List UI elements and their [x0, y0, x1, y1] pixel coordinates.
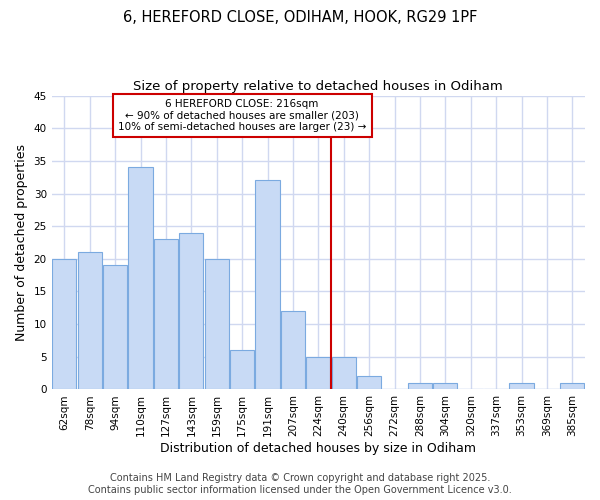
Bar [256, 180, 280, 390]
Bar [103, 266, 127, 390]
Bar [154, 239, 178, 390]
Bar [230, 350, 254, 390]
Text: Contains HM Land Registry data © Crown copyright and database right 2025.
Contai: Contains HM Land Registry data © Crown c… [88, 474, 512, 495]
Bar [179, 232, 203, 390]
Bar [306, 357, 331, 390]
X-axis label: Distribution of detached houses by size in Odiham: Distribution of detached houses by size … [160, 442, 476, 455]
Bar [433, 383, 457, 390]
Bar [77, 252, 102, 390]
Bar [205, 259, 229, 390]
Bar [332, 357, 356, 390]
Text: 6 HEREFORD CLOSE: 216sqm
← 90% of detached houses are smaller (203)
10% of semi-: 6 HEREFORD CLOSE: 216sqm ← 90% of detach… [118, 99, 367, 132]
Bar [52, 259, 76, 390]
Bar [357, 376, 381, 390]
Bar [509, 383, 533, 390]
Text: 6, HEREFORD CLOSE, ODIHAM, HOOK, RG29 1PF: 6, HEREFORD CLOSE, ODIHAM, HOOK, RG29 1P… [123, 10, 477, 25]
Bar [408, 383, 432, 390]
Bar [560, 383, 584, 390]
Title: Size of property relative to detached houses in Odiham: Size of property relative to detached ho… [133, 80, 503, 93]
Y-axis label: Number of detached properties: Number of detached properties [15, 144, 28, 341]
Bar [281, 311, 305, 390]
Bar [128, 168, 152, 390]
